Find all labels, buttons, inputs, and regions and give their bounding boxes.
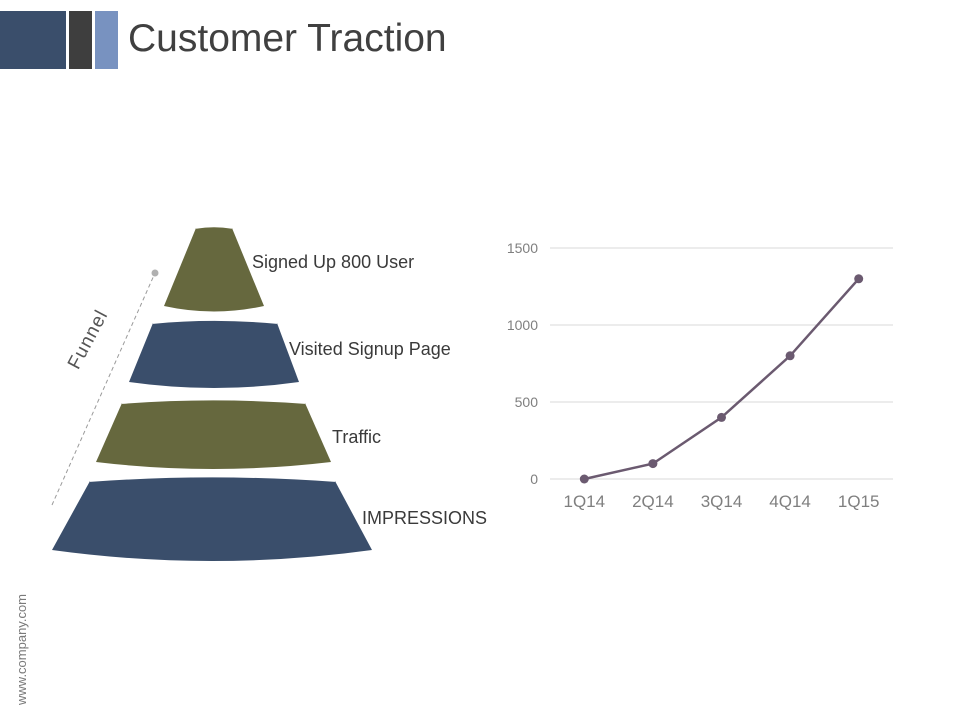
chart-data-point: [854, 274, 864, 284]
funnel-label-traffic: Traffic: [332, 427, 382, 447]
funnel-guide-dot: [151, 269, 159, 277]
funnel-stage-impressions: [52, 476, 372, 561]
funnel-graphic: [51, 225, 372, 561]
funnel-stage-traffic: [96, 399, 331, 469]
chart-x-tick-label: 4Q14: [769, 492, 811, 511]
chart-data-point: [717, 412, 726, 422]
chart-series: [579, 274, 864, 484]
header-block-light: [95, 11, 118, 69]
chart-y-tick-label: 0: [530, 471, 538, 487]
chart-x-tick-label: 2Q14: [632, 492, 674, 511]
funnel-stage-visited-signup-page: [129, 320, 299, 388]
funnel-guide-line: [51, 272, 156, 506]
chart-series-line: [584, 277, 860, 481]
traction-line-chart: 0 500 1000 1500 1Q14 2Q14 3Q14 4Q14 1Q15: [507, 240, 893, 511]
chart-y-tick-label: 500: [515, 394, 539, 410]
chart-x-tick-label: 1Q14: [564, 492, 606, 511]
chart-x-tick-label: 1Q15: [838, 492, 880, 511]
header-block-dark: [0, 11, 66, 69]
chart-data-point: [785, 351, 795, 361]
chart-x-tick-label: 3Q14: [701, 492, 743, 511]
chart-gridlines: [550, 247, 893, 480]
chart-y-tick-label: 1000: [507, 317, 538, 333]
funnel-stage-signed-up: [164, 226, 264, 312]
chart-y-tick-label: 1500: [507, 240, 538, 256]
funnel-label-visited-signup-page: Visited Signup Page: [289, 339, 451, 359]
chart-y-axis-ticks: 0 500 1000 1500: [507, 240, 538, 487]
chart-data-point: [648, 459, 658, 469]
footer-url: www.company.com: [14, 593, 29, 705]
header-block-gray: [69, 11, 92, 69]
page-title: Customer Traction: [128, 17, 447, 60]
chart-x-axis-ticks: 1Q14 2Q14 3Q14 4Q14 1Q15: [564, 492, 880, 511]
funnel-label-signed-up: Signed Up 800 User: [252, 252, 415, 272]
chart-data-point: [579, 474, 589, 484]
funnel-label-impressions: IMPRESSIONS: [362, 508, 488, 528]
